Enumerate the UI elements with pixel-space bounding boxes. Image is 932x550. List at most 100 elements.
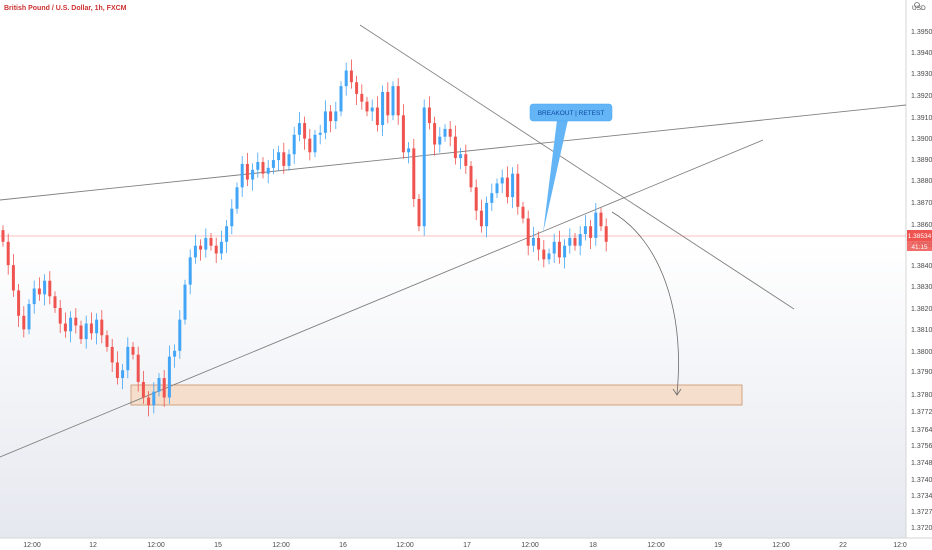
candle-up bbox=[438, 136, 442, 145]
candle-down bbox=[375, 107, 379, 126]
candle-down bbox=[537, 237, 541, 250]
candle-down bbox=[329, 111, 333, 122]
candle-up bbox=[323, 111, 327, 133]
candle-down bbox=[516, 173, 520, 207]
candle-down bbox=[474, 187, 478, 211]
candle-down bbox=[365, 101, 369, 112]
x-tick-label: 12:0 bbox=[893, 542, 907, 549]
candle-down bbox=[526, 218, 530, 246]
support-zone-box[interactable] bbox=[130, 384, 743, 406]
candle-up bbox=[495, 183, 499, 194]
candle-down bbox=[469, 165, 473, 188]
y-tick-label: 1.38400 bbox=[911, 263, 932, 270]
rising-support-trendline[interactable] bbox=[0, 139, 764, 458]
y-tick-label: 1.38300 bbox=[911, 284, 932, 291]
candle-down bbox=[396, 86, 400, 116]
candle-down bbox=[401, 115, 405, 153]
candle-down bbox=[557, 241, 561, 258]
candle-up bbox=[297, 123, 301, 135]
upper-trendline[interactable] bbox=[0, 104, 907, 201]
candle-down bbox=[199, 245, 203, 250]
candle-down bbox=[11, 265, 15, 291]
projection-arrow-curve[interactable] bbox=[611, 211, 679, 395]
candle-down bbox=[417, 198, 421, 227]
candle-up bbox=[167, 356, 171, 398]
candle-up bbox=[84, 323, 88, 340]
y-tick-label: 1.39100 bbox=[911, 115, 932, 122]
countdown-value: 41:15 bbox=[911, 244, 928, 251]
candle-up bbox=[95, 319, 99, 334]
candle-up bbox=[178, 319, 182, 351]
x-tick-label: 12:00 bbox=[647, 542, 665, 549]
candle-down bbox=[214, 245, 218, 254]
candle-up bbox=[271, 160, 275, 168]
y-tick-label: 1.38600 bbox=[911, 222, 932, 229]
candle-down bbox=[303, 123, 307, 139]
candle-up bbox=[459, 154, 463, 159]
candle-up bbox=[277, 152, 281, 161]
candle-up bbox=[339, 86, 343, 112]
candle-down bbox=[599, 212, 603, 227]
price-axis-panel[interactable] bbox=[906, 0, 932, 538]
y-tick-label: 1.39500 bbox=[911, 29, 932, 36]
candle-up bbox=[32, 288, 36, 305]
candle-up bbox=[121, 370, 125, 379]
settings-icon[interactable] bbox=[914, 2, 920, 8]
breakout-retest-callout[interactable]: BREAKOUT | RETEST bbox=[529, 103, 613, 233]
candle-up bbox=[381, 91, 385, 126]
y-tick-label: 1.38200 bbox=[911, 306, 932, 313]
candle-down bbox=[141, 381, 145, 398]
descending-trendline[interactable] bbox=[359, 24, 795, 310]
candle-up bbox=[256, 162, 260, 170]
candle-up bbox=[219, 241, 223, 254]
candle-down bbox=[261, 162, 265, 174]
y-tick-label: 1.37200 bbox=[911, 525, 932, 532]
candle-up bbox=[126, 346, 130, 371]
candle-down bbox=[479, 210, 483, 227]
candle-up bbox=[235, 187, 239, 209]
candle-up bbox=[578, 234, 582, 246]
candle-up bbox=[500, 177, 504, 184]
candle-down bbox=[89, 323, 93, 334]
candle-up bbox=[27, 304, 31, 330]
candle-up bbox=[173, 350, 177, 357]
candle-down bbox=[63, 323, 67, 332]
y-tick-label: 1.39400 bbox=[911, 50, 932, 57]
candle-down bbox=[74, 317, 78, 326]
candlestick-series bbox=[1, 59, 608, 417]
candle-up bbox=[552, 241, 556, 254]
candle-up bbox=[318, 132, 322, 135]
y-tick-label: 1.38100 bbox=[911, 327, 932, 334]
time-axis-panel[interactable] bbox=[0, 538, 932, 550]
candle-down bbox=[105, 335, 109, 347]
callout-text: BREAKOUT | RETEST bbox=[538, 110, 605, 117]
candle-up bbox=[443, 128, 447, 137]
candle-up bbox=[490, 193, 494, 203]
candle-down bbox=[349, 70, 353, 83]
countdown-badge bbox=[907, 241, 932, 251]
x-tick-label: 12:00 bbox=[147, 542, 165, 549]
callout-box bbox=[529, 103, 613, 122]
candle-down bbox=[53, 296, 57, 308]
candle-up bbox=[251, 169, 255, 180]
y-tick-label: 1.37270 bbox=[911, 509, 932, 516]
candle-down bbox=[209, 237, 213, 246]
candle-down bbox=[542, 249, 546, 260]
candle-up bbox=[193, 245, 197, 258]
candle-down bbox=[573, 237, 577, 246]
candle-up bbox=[547, 253, 551, 260]
y-tick-label: 1.39200 bbox=[911, 93, 932, 100]
last-price-badge bbox=[907, 230, 932, 241]
x-tick-label: 17 bbox=[463, 542, 471, 549]
currency-label[interactable]: USD bbox=[912, 5, 926, 12]
candle-up bbox=[485, 202, 489, 227]
y-tick-label: 1.37800 bbox=[911, 392, 932, 399]
candle-up bbox=[287, 154, 291, 166]
candle-down bbox=[37, 288, 41, 295]
candle-up bbox=[240, 163, 244, 188]
candle-down bbox=[386, 91, 390, 116]
candle-down bbox=[136, 354, 140, 382]
last-price-value: 1.38534 bbox=[908, 233, 932, 240]
candle-down bbox=[147, 397, 151, 406]
